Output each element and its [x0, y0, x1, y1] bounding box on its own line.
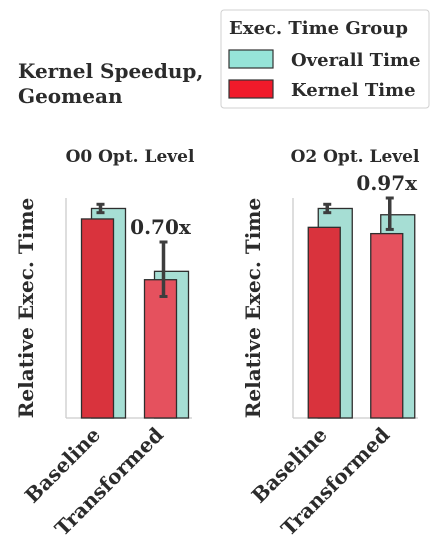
legend: Exec. Time Group Overall Time Kernel Tim… — [220, 9, 430, 109]
speedup-annotation: 0.97x — [356, 171, 418, 195]
bar-kernel-transformed — [370, 232, 404, 419]
legend-label-overall-time: Overall Time — [291, 50, 420, 71]
x-tick-label-transformed: Transformed — [50, 423, 168, 541]
x-tick-label-transformed: Transformed — [276, 423, 394, 541]
subplot-title: O2 Opt. Level — [291, 147, 420, 167]
legend-swatch-kernel-time — [228, 79, 274, 99]
figure-title-line-1: Kernel Speedup, — [18, 59, 203, 83]
bar-kernel-baseline — [80, 218, 115, 419]
y-axis-label: Relative Exec. Time — [241, 198, 265, 418]
legend-label-kernel-time: Kernel Time — [291, 80, 416, 101]
speedup-annotation: 0.70x — [130, 215, 192, 239]
bar-kernel-transformed — [143, 279, 178, 419]
legend-swatch-overall-time — [228, 49, 274, 69]
y-axis-label: Relative Exec. Time — [14, 198, 38, 418]
figure-title-line-2: Geomean — [18, 84, 123, 108]
subplot-title: O0 Opt. Level — [66, 147, 195, 167]
bar-kernel-baseline — [307, 226, 341, 419]
legend-title: Exec. Time Group — [229, 18, 408, 39]
